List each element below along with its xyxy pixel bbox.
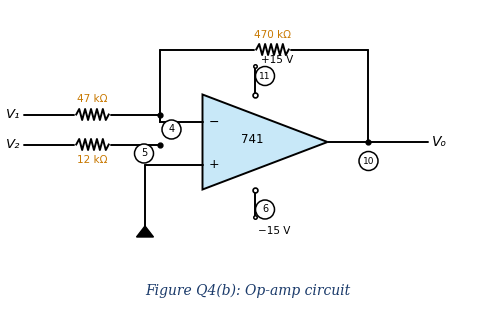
Text: +15 V: +15 V — [261, 55, 293, 65]
Text: 5: 5 — [141, 149, 147, 158]
Text: 12 kΩ: 12 kΩ — [77, 154, 108, 164]
Text: +: + — [208, 158, 219, 171]
Circle shape — [134, 144, 153, 163]
Text: Figure Q4(b): Op-amp circuit: Figure Q4(b): Op-amp circuit — [145, 284, 351, 298]
Text: −: − — [208, 115, 219, 129]
Text: V₁: V₁ — [5, 108, 20, 121]
Text: −15 V: −15 V — [257, 226, 290, 236]
Text: 6: 6 — [262, 204, 268, 215]
Circle shape — [255, 200, 274, 219]
Polygon shape — [202, 95, 327, 189]
Circle shape — [162, 120, 181, 139]
Text: 47 kΩ: 47 kΩ — [77, 95, 108, 105]
Polygon shape — [136, 226, 153, 237]
Text: 4: 4 — [169, 124, 175, 134]
Text: 470 kΩ: 470 kΩ — [254, 30, 291, 40]
Circle shape — [359, 152, 378, 170]
Circle shape — [255, 66, 274, 85]
Text: 10: 10 — [363, 157, 374, 165]
Text: 11: 11 — [259, 71, 271, 80]
Text: 741: 741 — [241, 133, 264, 146]
Text: V₂: V₂ — [5, 138, 20, 151]
Text: Vₒ: Vₒ — [432, 135, 447, 149]
